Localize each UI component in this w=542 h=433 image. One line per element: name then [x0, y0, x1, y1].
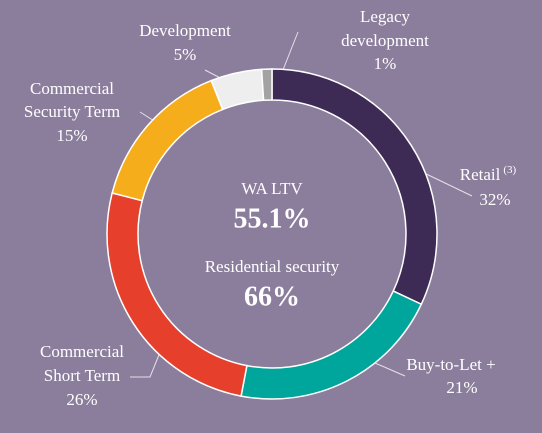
segment-label: Short Term [44, 366, 120, 385]
segment-label: Development [139, 21, 231, 40]
segment-name: Development [139, 21, 231, 40]
segment-label: Legacy [360, 7, 411, 26]
center-text: 66% [244, 281, 300, 312]
center-text: Residential security [205, 257, 340, 276]
segment-label: Buy-to-Let + [406, 355, 495, 374]
center-text: 55.1% [234, 203, 311, 234]
value-label: 5% [174, 45, 197, 64]
value-label: 32% [479, 190, 510, 209]
donut-segment [106, 192, 248, 397]
segment-label: Security Term [24, 102, 120, 121]
segment-label: Commercial [40, 342, 124, 361]
footnote: (3) [503, 164, 516, 176]
value-label: 1% [374, 54, 397, 73]
value-label: 15% [56, 126, 87, 145]
donut-segment [111, 79, 224, 202]
center-text: WA LTV [241, 179, 303, 198]
segment-label: Commercial [30, 79, 114, 98]
segment-label: Retail (3) [460, 164, 517, 184]
segment-name: Buy-to-Let + [406, 355, 495, 374]
donut-segment [260, 68, 273, 102]
value-label: 21% [446, 378, 477, 397]
segment-name: Retail [460, 165, 501, 184]
leader-line [130, 344, 164, 378]
value-label: 26% [66, 390, 97, 409]
segment-label: development [341, 31, 429, 50]
